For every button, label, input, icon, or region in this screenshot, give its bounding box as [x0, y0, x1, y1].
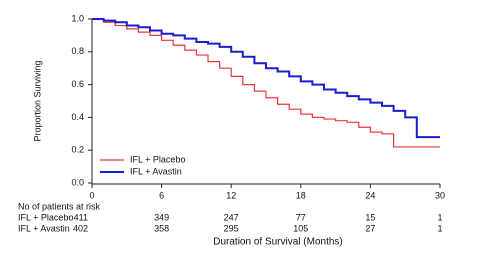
risk-value: 402	[73, 223, 88, 233]
y-axis-label: Proportion Surviving	[32, 60, 42, 141]
survival-curve	[92, 18, 440, 148]
y-tick-label: 0.0	[71, 177, 84, 187]
risk-value: 27	[365, 223, 375, 233]
risk-value: 358	[154, 223, 169, 233]
risk-value: 349	[154, 212, 169, 222]
risk-row-label: IFL + Avastin	[18, 223, 70, 233]
y-tick-label: 1.0	[71, 13, 84, 23]
risk-value: 1	[437, 212, 442, 222]
x-tick-label: 0	[89, 190, 94, 200]
y-tick-label: 0.6	[71, 79, 84, 89]
risk-value: 1	[437, 223, 442, 233]
x-tick-label: 30	[435, 190, 445, 200]
legend-label: IFL + Avastin	[130, 166, 182, 176]
survival-curve	[92, 18, 440, 139]
risk-row-label: IFL + Placebo	[18, 212, 73, 222]
risk-value: 295	[224, 223, 239, 233]
risk-value: 15	[365, 212, 375, 222]
y-tick-label: 0.4	[71, 112, 84, 122]
risk-value: 247	[224, 212, 239, 222]
risk-value: 411	[74, 212, 88, 222]
x-tick-label: 18	[296, 190, 306, 200]
x-tick-label: 12	[226, 190, 236, 200]
x-tick-label: 6	[159, 190, 164, 200]
risk-value: 77	[296, 212, 306, 222]
y-tick-label: 0.8	[71, 46, 84, 56]
y-tick-label: 0.2	[71, 145, 84, 155]
risk-value: 105	[293, 223, 308, 233]
x-axis-label: Duration of Survival (Months)	[213, 237, 343, 248]
x-tick-label: 24	[365, 190, 375, 200]
legend-label: IFL + Placebo	[130, 154, 185, 164]
risk-table-title: No of patients at risk	[18, 201, 101, 211]
